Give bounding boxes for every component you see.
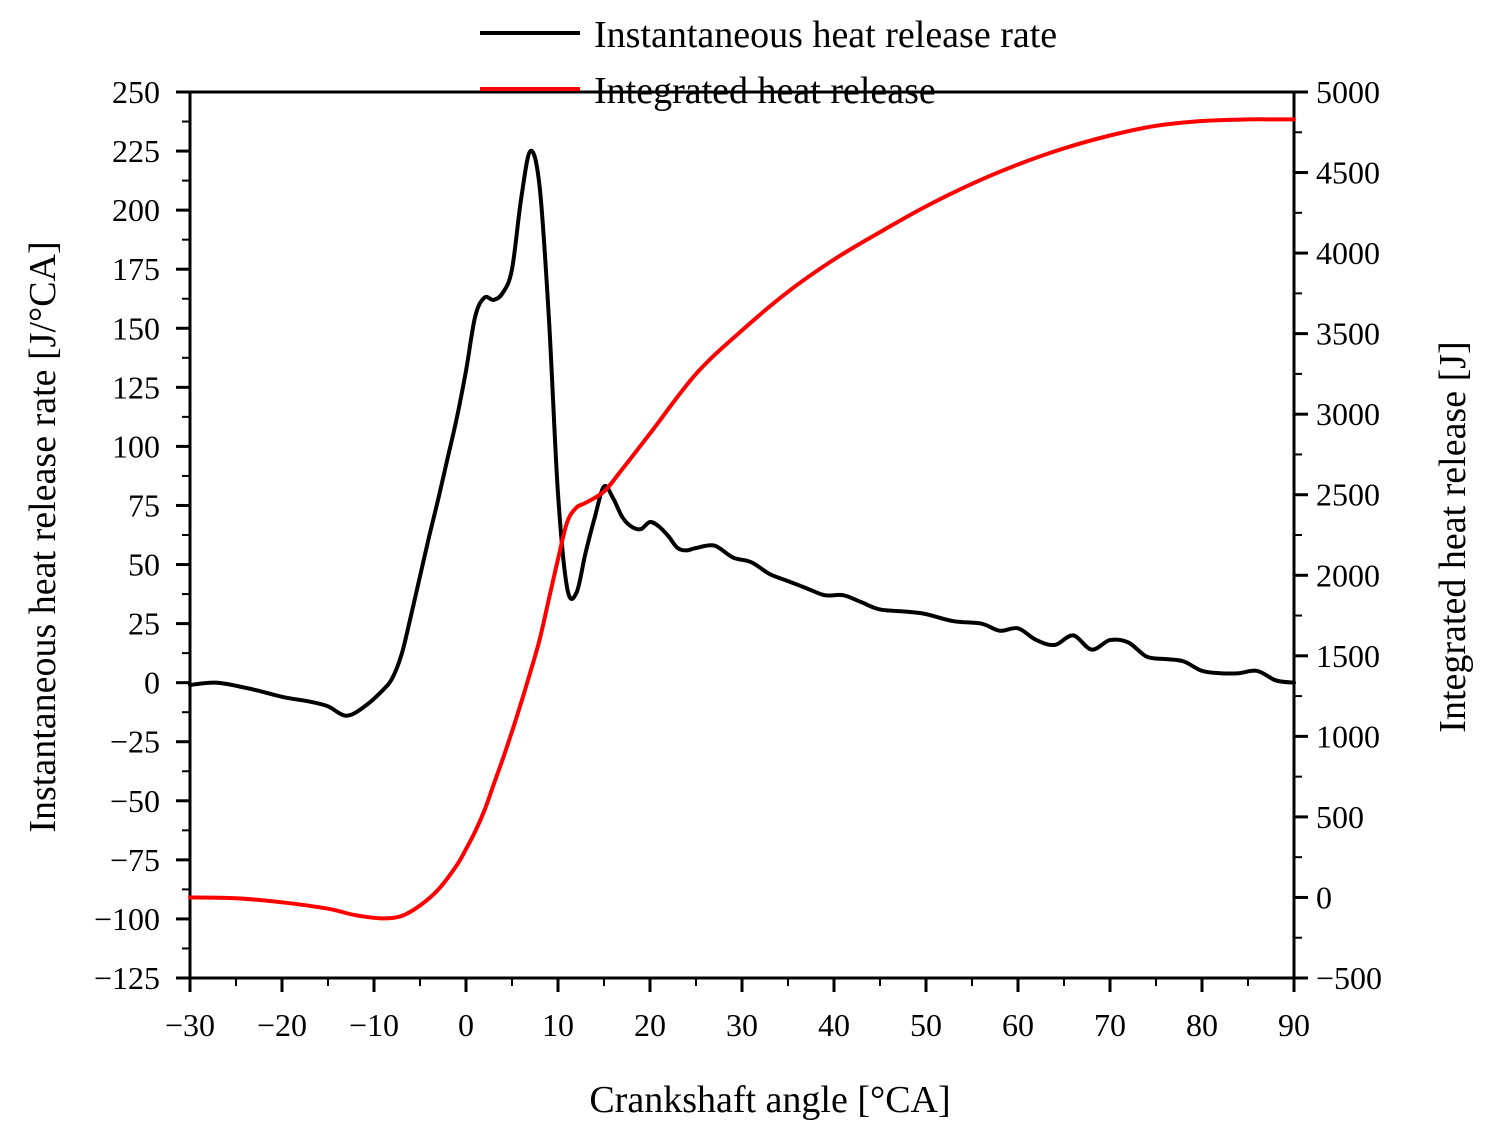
x-tick-label: −10	[349, 1007, 399, 1043]
y-left-tick-label: −125	[94, 960, 160, 996]
x-tick-label: 40	[818, 1007, 850, 1043]
y-left-axis-title: Instantaneous heat release rate [J/°CA]	[22, 241, 64, 832]
y-left-tick-label: 75	[128, 487, 160, 523]
y-left-tick-label: 100	[112, 428, 160, 464]
y-right-tick-label: 500	[1316, 799, 1364, 835]
y-left-tick-label: 200	[112, 192, 160, 228]
y-left-tick-label: −25	[110, 724, 160, 760]
y-right-tick-label: 2000	[1316, 557, 1380, 593]
y-right-tick-label: 4000	[1316, 235, 1380, 271]
x-tick-label: 80	[1186, 1007, 1218, 1043]
x-tick-label: 90	[1278, 1007, 1310, 1043]
legend: Instantaneous heat release rate Integrat…	[480, 14, 1057, 112]
x-tick-label: 0	[458, 1007, 474, 1043]
x-tick-label: −30	[165, 1007, 215, 1043]
x-tick-label: 70	[1094, 1007, 1126, 1043]
x-axis-title: Crankshaft angle [°CA]	[589, 1079, 950, 1121]
legend-label-integrated-heat-release: Integrated heat release	[594, 70, 936, 112]
y-left-tick-label: 250	[112, 74, 160, 110]
y-left-tick-label: −100	[94, 901, 160, 937]
y-right-tick-label: 2500	[1316, 477, 1380, 513]
y-left-tick-label: −75	[110, 842, 160, 878]
y-right-tick-label: 1500	[1316, 638, 1380, 674]
x-tick-label: 20	[634, 1007, 666, 1043]
y-right-axis-title: Integrated heat release [J]	[1432, 341, 1474, 732]
y-right-tick-label: 3500	[1316, 316, 1380, 352]
y-left-tick-label: 0	[144, 665, 160, 701]
x-tick-label: 60	[1002, 1007, 1034, 1043]
y-left-tick-label: 25	[128, 606, 160, 642]
y-right-tick-label: 4500	[1316, 155, 1380, 191]
y-left-tick-label: −50	[110, 783, 160, 819]
y-right-tick-label: 5000	[1316, 74, 1380, 110]
y-left-tick-label: 175	[112, 251, 160, 287]
series-line-integrated-heat-release	[188, 117, 1296, 921]
plot-frame	[188, 90, 1296, 980]
y-right-tick-label: 3000	[1316, 396, 1380, 432]
y-left-tick-label: 125	[112, 369, 160, 405]
y-right-tick-label: −500	[1316, 960, 1382, 996]
series-line-heat-release-rate	[188, 148, 1296, 718]
x-tick-label: 10	[542, 1007, 574, 1043]
y-left-tick-label: 225	[112, 133, 160, 169]
y-right-tick-label: 0	[1316, 879, 1332, 915]
y-left-tick-label: 50	[128, 547, 160, 583]
y-left-tick-label: 150	[112, 310, 160, 346]
y-right-tick-label: 1000	[1316, 718, 1380, 754]
x-tick-label: 50	[910, 1007, 942, 1043]
x-tick-label: −20	[257, 1007, 307, 1043]
legend-label-heat-release-rate: Instantaneous heat release rate	[594, 14, 1057, 56]
x-tick-label: 30	[726, 1007, 758, 1043]
